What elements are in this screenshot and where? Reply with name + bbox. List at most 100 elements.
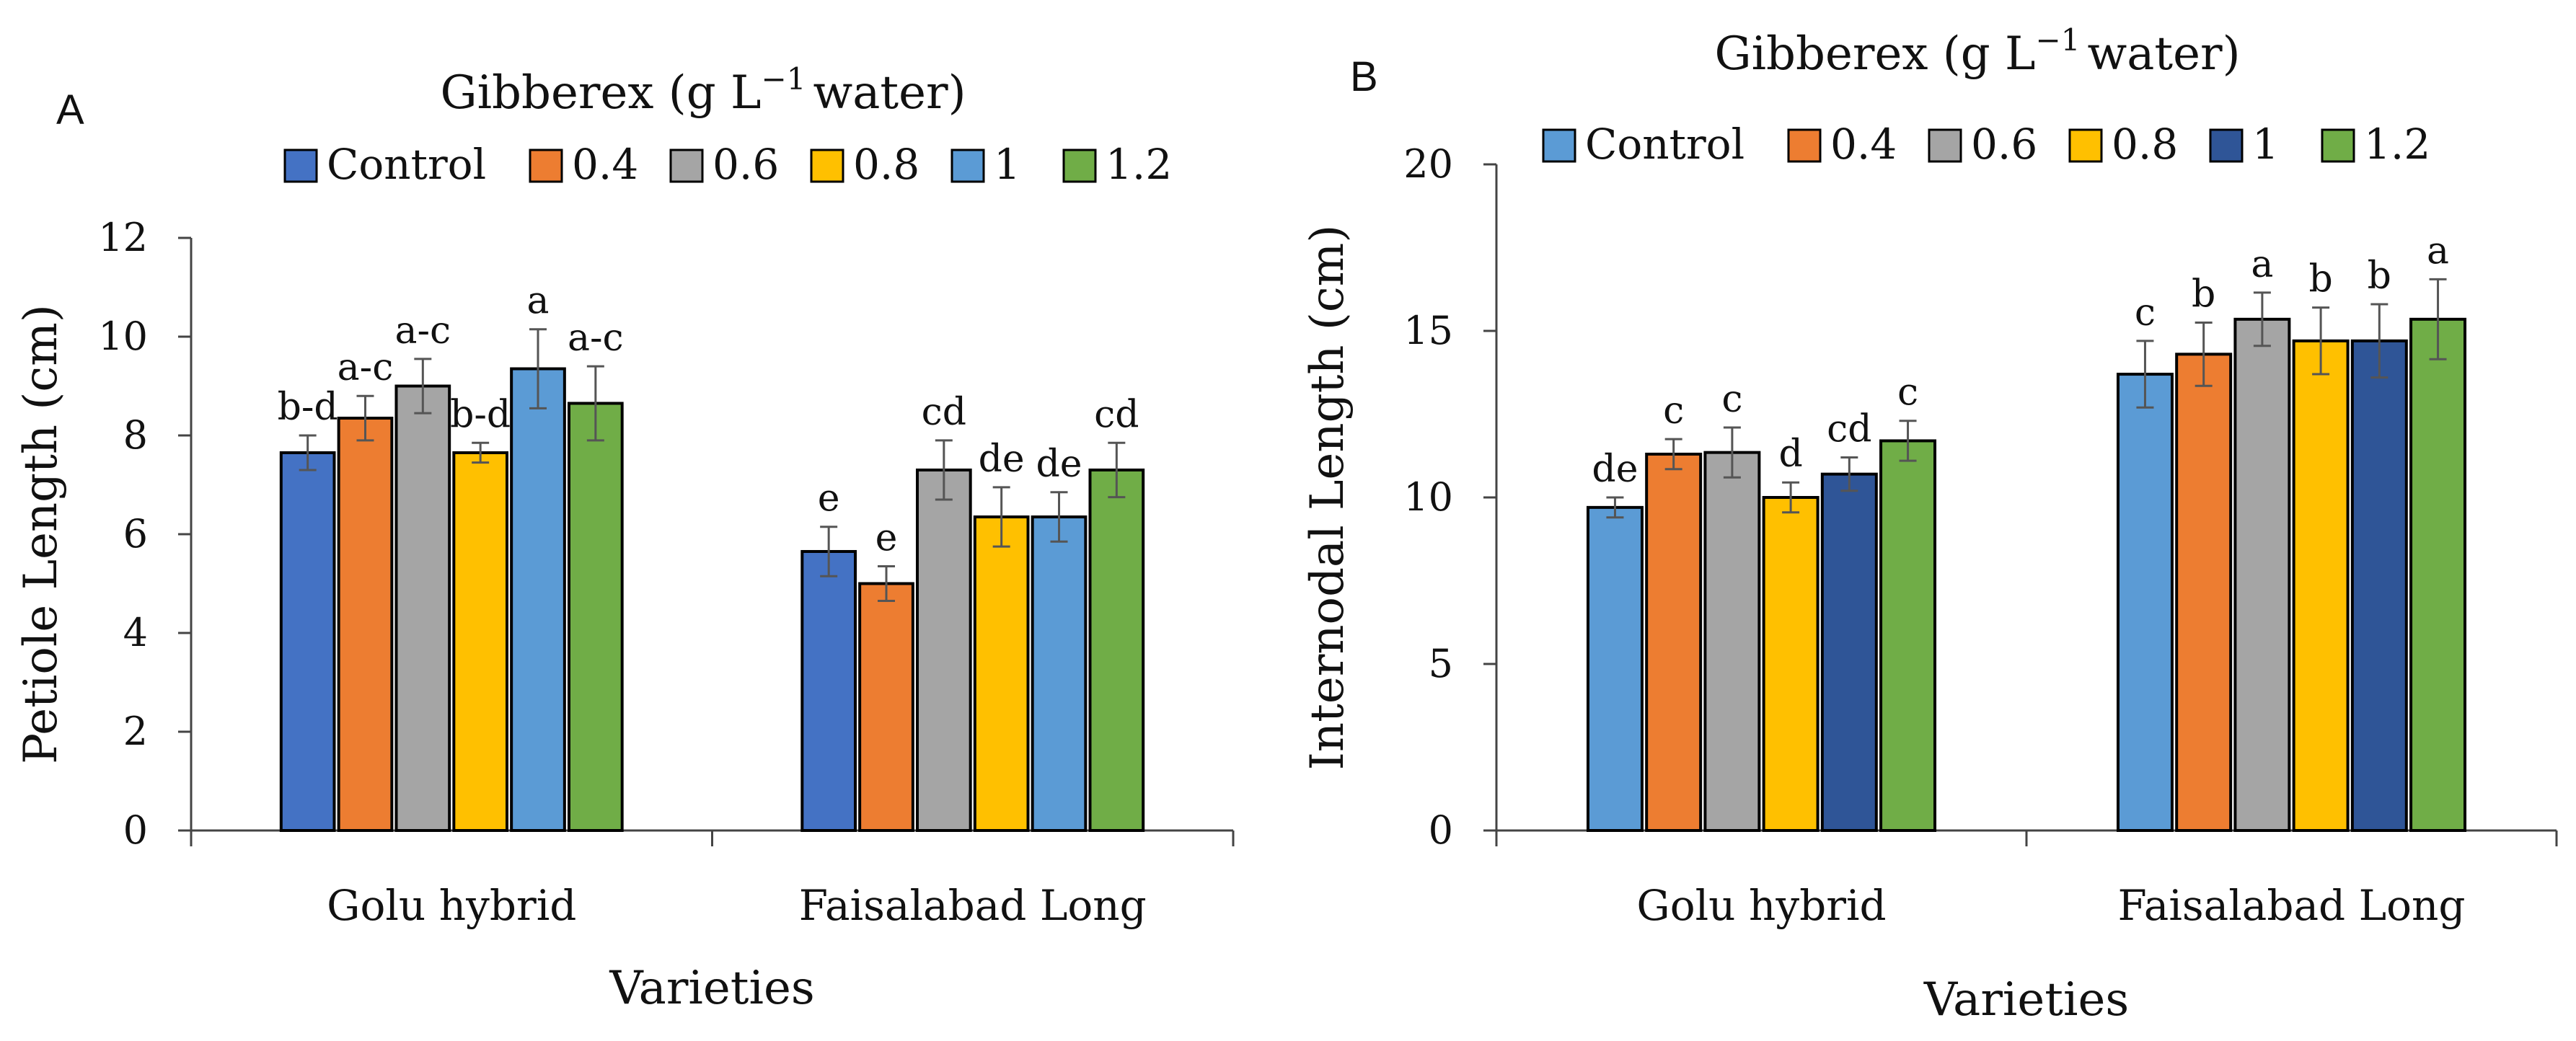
chart-title-superscript: −1: [762, 61, 806, 97]
significance-letter: de: [1036, 443, 1082, 486]
legend-swatch: [1787, 128, 1822, 163]
significance-letter: a-c: [394, 309, 451, 353]
bar: [973, 515, 1030, 833]
chart-title: Gibberex (g L−1 water): [1714, 22, 2240, 81]
x-category-label: Faisalabad Long: [799, 881, 1147, 930]
significance-letter: b-d: [450, 393, 511, 436]
bar: [279, 451, 336, 832]
legend-swatch: [810, 149, 844, 183]
legend-swatch: [2209, 128, 2244, 163]
y-tick-label: 10: [98, 314, 148, 359]
significance-letter: cd: [922, 391, 966, 434]
bar: [800, 549, 857, 832]
y-tick-label: 5: [1429, 641, 1453, 686]
chart-title-superscript: −1: [2036, 22, 2081, 58]
legend-label: 1: [2252, 120, 2279, 169]
significance-letter: de: [979, 438, 1025, 481]
legend-label: 0.6: [1971, 120, 2037, 169]
significance-letter: a-c: [568, 316, 624, 360]
bar: [2409, 317, 2467, 832]
y-tick-label: 0: [1429, 807, 1453, 853]
legend-swatch: [669, 149, 704, 183]
legend-swatch: [529, 149, 563, 183]
legend-swatch: [1928, 128, 1962, 163]
bar: [452, 451, 509, 832]
legend-label: Control: [327, 140, 486, 189]
bar: [394, 384, 451, 832]
legend-label: 0.4: [572, 140, 638, 189]
legend-swatch: [2321, 128, 2355, 163]
significance-letter: a: [526, 280, 549, 323]
legend-swatch: [2068, 128, 2103, 163]
chart-title: Gibberex (g L−1 water): [440, 61, 966, 120]
significance-letter: b: [2192, 273, 2215, 316]
chart-title-suffix: water): [2087, 27, 2240, 81]
chart-title-main: Gibberex (g L: [1714, 27, 2035, 81]
x-category-label: Faisalabad Long: [2117, 881, 2465, 930]
bar: [1645, 452, 1703, 832]
y-tick-label: 8: [123, 412, 148, 458]
legend-swatch: [1542, 128, 1576, 163]
bar: [858, 582, 914, 832]
legend-swatch: [1062, 149, 1097, 183]
panel-a: A Gibberex (g L−1 water) 0 2 4 6 8 10 12 Golu hy…: [14, 61, 1235, 1015]
y-tick-label: 4: [123, 610, 148, 655]
y-tick-label: 6: [123, 511, 148, 557]
bar: [1820, 472, 1878, 832]
bar: [1879, 439, 1937, 832]
chart-title-suffix: water): [813, 66, 966, 120]
bar: [1762, 496, 1819, 832]
chart-title-main: Gibberex (g L: [440, 66, 761, 120]
legend-swatch: [950, 149, 985, 183]
bar: [2292, 339, 2350, 832]
significance-letter: b: [2308, 258, 2332, 301]
significance-letter: c: [2135, 291, 2156, 335]
x-category-label: Golu hybrid: [1636, 881, 1886, 930]
y-tick-label: 0: [123, 807, 148, 853]
bar: [2350, 339, 2408, 832]
legend-label: 0.6: [713, 140, 779, 189]
significance-letter: a-c: [338, 346, 394, 389]
bar: [1031, 515, 1088, 833]
y-tick-label: 20: [1403, 141, 1453, 187]
y-tick-label: 10: [1403, 474, 1453, 520]
legend-label: 1: [994, 140, 1020, 189]
legend-label: 0.8: [2112, 120, 2178, 169]
y-tick-label: 2: [123, 709, 148, 754]
panel-b: B Gibberex (g L−1 water) 0 5 10 15 20 Golu hyb…: [1301, 22, 2558, 1027]
legend-label: 0.8: [853, 140, 919, 189]
significance-letter: a: [2427, 229, 2449, 273]
significance-letter: c: [1721, 378, 1742, 421]
significance-letter: e: [818, 477, 840, 520]
legend-label: 0.4: [1830, 120, 1897, 169]
significance-letter: d: [1778, 433, 1802, 476]
significance-letter: e: [875, 517, 898, 560]
y-tick-label: 12: [98, 215, 148, 260]
legend-label: 1.2: [2364, 120, 2430, 169]
legend-label: Control: [1585, 120, 1744, 169]
significance-letter: cd: [1827, 408, 1871, 451]
x-axis-title: Varieties: [609, 962, 814, 1015]
y-tick-label: 15: [1403, 308, 1453, 353]
bar: [2175, 353, 2233, 832]
legend-swatch: [283, 149, 318, 183]
bar: [2233, 317, 2291, 832]
legend-label: 1.2: [1106, 140, 1172, 189]
bar: [1088, 468, 1145, 832]
significance-letter: b: [2368, 254, 2391, 298]
x-category-label: Golu hybrid: [327, 881, 576, 930]
significance-letter: c: [1663, 389, 1684, 433]
y-axis-title: Petiole Length (cm): [14, 304, 68, 764]
bar: [915, 468, 972, 832]
panel-label: B: [1350, 53, 1378, 100]
bar: [2116, 373, 2174, 832]
y-axis-title: Internodal Length (cm): [1301, 225, 1354, 771]
x-axis-title: Varieties: [1923, 973, 2129, 1027]
significance-letter: c: [1897, 371, 1918, 415]
bar: [567, 402, 624, 832]
panel-label: A: [56, 87, 84, 133]
significance-letter: b-d: [278, 386, 338, 429]
significance-letter: de: [1592, 448, 1638, 491]
